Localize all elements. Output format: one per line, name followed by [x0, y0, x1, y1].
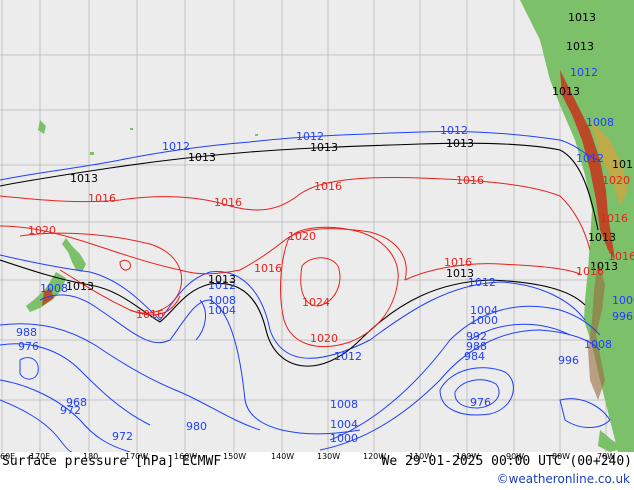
pacific-islands — [38, 120, 258, 155]
iso-label: 1000 — [330, 432, 358, 445]
lon-label: 170E — [30, 452, 51, 461]
iso-label: 968 — [66, 396, 87, 409]
iso-label: 1020 — [28, 224, 56, 237]
iso-label: 988 — [466, 340, 487, 353]
iso-label: 1004 — [470, 304, 498, 317]
iso-label: 1012 — [334, 350, 362, 363]
iso-label: 1004 — [330, 418, 358, 431]
isobar-labels-high: 1016 1016 1016 1016 1016 1016 1016 1016 … — [28, 174, 634, 345]
iso-label: 1013 — [590, 260, 618, 273]
iso-label: 996 — [558, 354, 579, 367]
lat-lon-grid — [0, 0, 634, 452]
iso-label: 972 — [112, 430, 133, 443]
lon-label: 150W — [223, 452, 247, 461]
iso-label: 1016 — [444, 256, 472, 269]
iso-label: 1013 — [66, 280, 94, 293]
iso-label: 984 — [464, 350, 485, 363]
iso-label: 972 — [60, 404, 81, 417]
lon-label: 90W — [506, 452, 525, 461]
iso-label: 1013 — [568, 11, 596, 24]
lon-label: 70W — [597, 452, 616, 461]
lon-label: 100W — [456, 452, 480, 461]
iso-label: 1000 — [612, 294, 634, 307]
isobars-reference — [0, 142, 599, 367]
iso-label: 1013 — [588, 231, 616, 244]
iso-label: 1004 — [208, 304, 236, 317]
lon-label: 140W — [271, 452, 295, 461]
isobars-low — [0, 130, 611, 453]
iso-label: 1013 — [446, 137, 474, 150]
lon-label: 120W — [363, 452, 387, 461]
iso-label: 1012 — [208, 279, 236, 292]
iso-label: 1013 — [612, 158, 634, 171]
footer-bar — [0, 452, 634, 490]
lon-label: 110W — [409, 452, 433, 461]
iso-label: 1024 — [302, 296, 330, 309]
iso-label: 1016 — [254, 262, 282, 275]
isobar-labels-reference: 1013 1013 1013 1013 1013 1013 1013 1013 … — [66, 11, 634, 293]
lon-label: 180 — [83, 452, 99, 461]
iso-label: 1016 — [314, 180, 342, 193]
lon-label: 60E — [0, 452, 16, 461]
lon-label: 170W — [125, 452, 149, 461]
iso-label: 1016 — [608, 250, 634, 263]
iso-label: 1013 — [70, 172, 98, 185]
lon-label: 160W — [174, 452, 198, 461]
iso-label: 1016 — [214, 196, 242, 209]
iso-label: 1013 — [188, 151, 216, 164]
iso-label: 1013 — [566, 40, 594, 53]
iso-label: 1016 — [456, 174, 484, 187]
iso-label: 1012 — [468, 276, 496, 289]
iso-label: 1016 — [600, 212, 628, 225]
iso-label: 1013 — [310, 141, 338, 154]
iso-label: 1012 — [162, 140, 190, 153]
iso-label: 992 — [466, 330, 487, 343]
iso-label: 1008 — [208, 294, 236, 307]
iso-label: 1008 — [40, 282, 68, 295]
iso-label: 1008 — [586, 116, 614, 129]
iso-label: 1013 — [446, 267, 474, 280]
iso-label: 1008 — [584, 338, 612, 351]
iso-label: 1013 — [208, 273, 236, 286]
iso-label: 1000 — [470, 314, 498, 327]
lon-label: 130W — [317, 452, 341, 461]
iso-label: 1012 — [296, 130, 324, 143]
iso-label: 1008 — [330, 398, 358, 411]
iso-label: 1012 — [440, 124, 468, 137]
iso-label: 1020 — [310, 332, 338, 345]
iso-label: 1016 — [88, 192, 116, 205]
isobar-labels-low: 1012 1012 1012 1012 1012 1008 1004 1008 … — [16, 66, 634, 445]
south-america-land — [520, 0, 634, 452]
iso-label: 1012 — [570, 66, 598, 79]
iso-label: 1020 — [288, 230, 316, 243]
map-title: Surface pressure [hPa] ECMWF — [2, 454, 222, 469]
iso-label: 1013 — [552, 85, 580, 98]
iso-label: 976 — [18, 340, 39, 353]
iso-label: 1016 — [576, 265, 604, 278]
iso-label: 980 — [186, 420, 207, 433]
credit-link[interactable]: ©weatheronline.co.uk — [496, 472, 630, 486]
iso-label: 1020 — [602, 174, 630, 187]
isobars-high — [0, 177, 591, 348]
ocean-background — [0, 0, 634, 452]
forecast-timestamp: We 29-01-2025 00:00 UTC (00+240) — [381, 454, 632, 469]
iso-label: 1012 — [576, 152, 604, 165]
lon-label: 80W — [552, 452, 571, 461]
iso-label: 1016 — [136, 308, 164, 321]
iso-label: 988 — [16, 326, 37, 339]
iso-label: 976 — [470, 396, 491, 409]
iso-label: 996 — [612, 310, 633, 323]
